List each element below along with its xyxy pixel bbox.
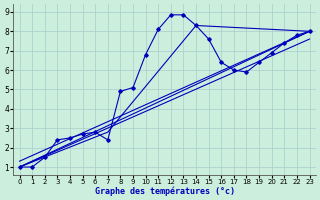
X-axis label: Graphe des températures (°c): Graphe des températures (°c)	[94, 186, 235, 196]
